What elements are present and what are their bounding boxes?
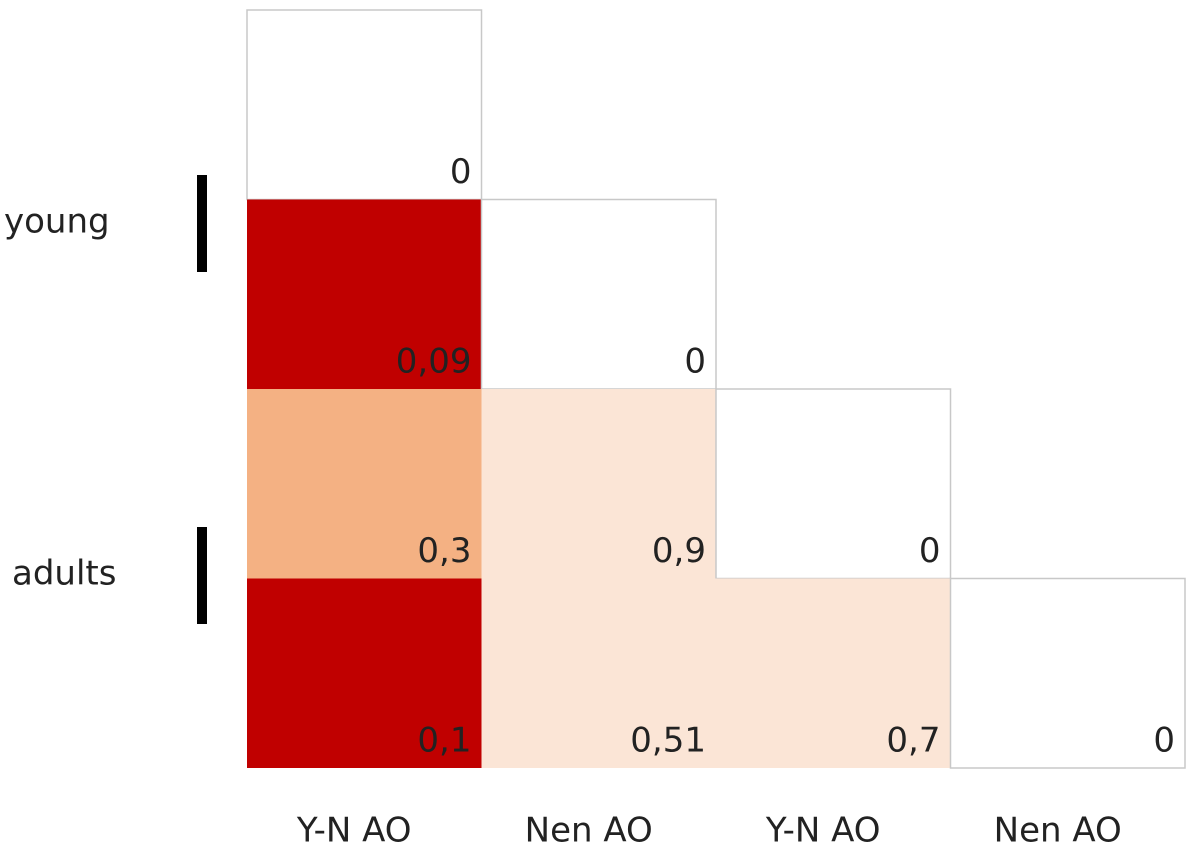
- x-tick-label: Y-N AO: [765, 811, 881, 851]
- row-group-label: young: [4, 202, 110, 242]
- heatmap-cell: [247, 389, 482, 579]
- row-group-bar: [197, 527, 207, 624]
- row-group-label: adults: [12, 554, 116, 594]
- heatmap-cell: [480, 198, 717, 390]
- heatmap-cell: [246, 9, 483, 201]
- cell-label: 0,1: [417, 721, 471, 761]
- row-group-bar: [197, 175, 207, 272]
- cell-label: 0: [450, 152, 472, 192]
- heatmap-cell: [247, 578, 482, 768]
- cell-label: 0: [919, 531, 941, 571]
- cell-label: 0,7: [886, 721, 940, 761]
- cell-label: 0,9: [652, 531, 706, 571]
- cell-label: 0,09: [396, 342, 472, 382]
- heatmap-cell: [949, 577, 1186, 769]
- cell-label: 0: [1153, 721, 1175, 761]
- cell-label: 0,51: [630, 721, 706, 761]
- x-tick-label: Y-N AO: [296, 811, 412, 851]
- cell-label: 0: [684, 342, 706, 382]
- heatmap-cell: [715, 388, 952, 580]
- heatmap-cell: [481, 389, 716, 579]
- heatmap-cell: [481, 578, 716, 768]
- heatmap-cell: [716, 578, 951, 768]
- heatmap-cell: [247, 199, 482, 389]
- x-tick-label: Nen AO: [525, 811, 653, 851]
- x-tick-label: Nen AO: [994, 811, 1122, 851]
- cell-label: 0,3: [417, 531, 471, 571]
